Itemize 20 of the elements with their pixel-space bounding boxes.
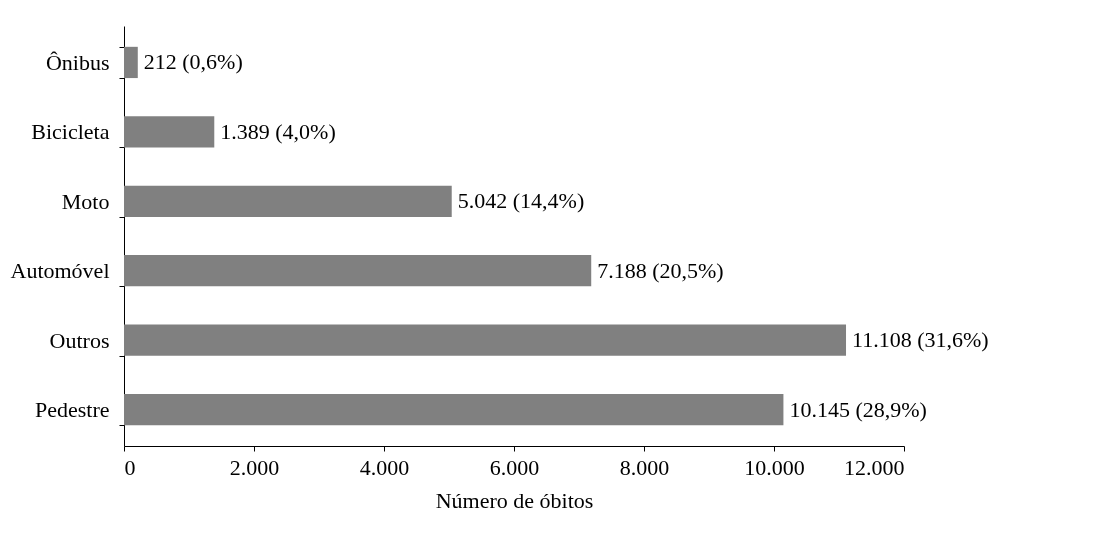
x-tick-label: 8.000 [619,454,670,480]
y-tick-label: Outros [49,327,110,353]
x-axis-title: Número de óbitos [435,487,594,513]
data-label: 7.188 (20,5%) [597,257,724,283]
y-tick-label: Moto [61,188,110,214]
x-tick-label: 4.000 [359,454,410,480]
x-tick-label: 12.000 [844,454,905,480]
x-tick-label: 2.000 [229,454,280,480]
data-label: 10.145 (28,9%) [789,396,927,422]
data-label: 11.108 (31,6%) [852,327,989,353]
x-tick-label: 10.000 [744,454,805,480]
y-tick-label: Automóvel [10,258,110,284]
x-tick-label: 6.000 [489,454,540,480]
y-tick-label: Pedestre [34,397,110,423]
x-tick-label: 0 [124,454,136,480]
data-label: 5.042 (14,4%) [457,188,585,214]
y-tick-label: Bicicleta [31,119,110,145]
data-label: 212 (0,6%) [143,49,243,75]
data-label: 1.389 (4,0%) [220,118,336,144]
y-tick-label: Ônibus [45,49,110,75]
